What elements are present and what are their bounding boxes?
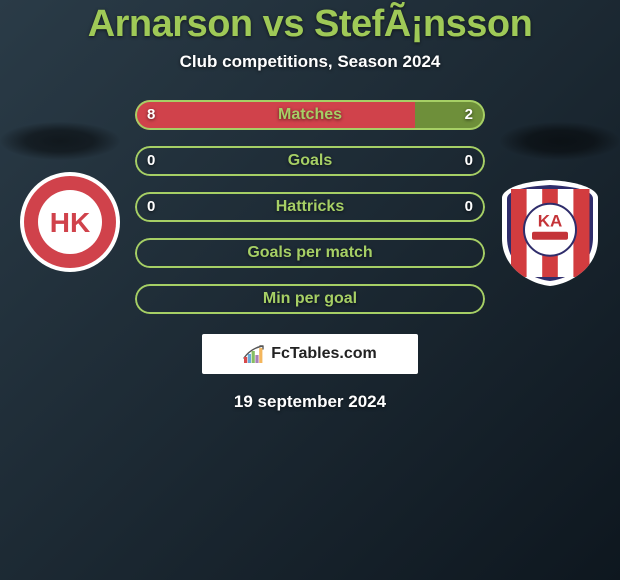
stat-row: 0 0 Hattricks [135, 192, 485, 222]
stat-value-left: 0 [147, 198, 155, 215]
stat-label: Hattricks [276, 198, 344, 216]
stat-row: Min per goal [135, 284, 485, 314]
stat-value-right: 0 [465, 198, 473, 215]
branding-badge: FcTables.com [202, 334, 418, 374]
stat-value-right: 2 [465, 106, 473, 123]
chart-bars-icon [243, 345, 265, 363]
branding-text: FcTables.com [271, 345, 377, 363]
stat-fill-right [415, 100, 485, 130]
stat-label: Goals [288, 152, 332, 170]
date-label: 19 september 2024 [234, 392, 386, 412]
stat-row: Goals per match [135, 238, 485, 268]
subtitle: Club competitions, Season 2024 [180, 52, 441, 72]
stat-fill-left [135, 100, 415, 130]
content-wrapper: Arnarson vs StefÃ¡nsson Club competition… [0, 0, 620, 580]
stat-value-left: 0 [147, 152, 155, 169]
stat-value-right: 0 [465, 152, 473, 169]
stat-label: Min per goal [263, 290, 357, 308]
stat-label: Goals per match [247, 244, 372, 262]
page-title: Arnarson vs StefÃ¡nsson [88, 4, 533, 46]
stat-row: 8 2 Matches [135, 100, 485, 130]
stat-value-left: 8 [147, 106, 155, 123]
stats-container: 8 2 Matches 0 0 Goals 0 0 Hattricks Goals per mat… [135, 100, 485, 314]
stat-label: Matches [278, 106, 342, 124]
stat-row: 0 0 Goals [135, 146, 485, 176]
